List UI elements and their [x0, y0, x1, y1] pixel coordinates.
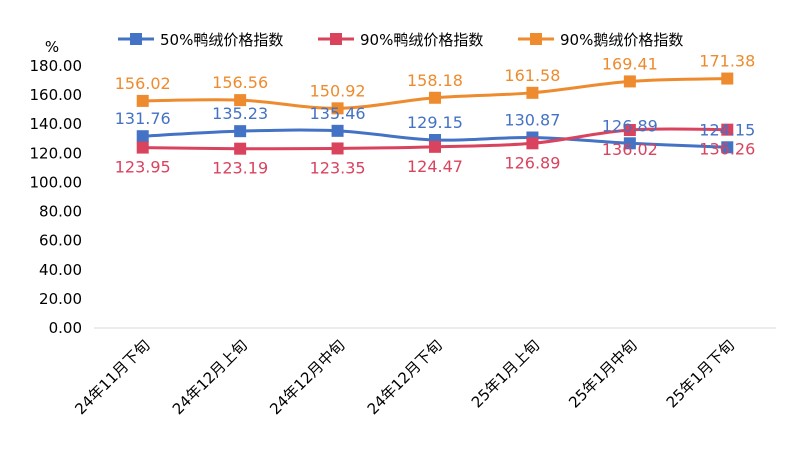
data-point-marker [526, 86, 539, 99]
y-tick-label: 160.00 [30, 86, 83, 104]
data-label: 171.38 [699, 52, 755, 71]
data-point-marker [429, 140, 441, 153]
data-point-marker [331, 124, 344, 137]
y-tick-label: 120.00 [30, 144, 83, 162]
data-label: 123.19 [212, 159, 268, 178]
x-tick-label: 25年1月下旬 [663, 336, 738, 411]
data-label: 158.18 [407, 71, 463, 90]
y-tick-label: 20.00 [39, 290, 82, 308]
legend-marker-0 [130, 33, 142, 45]
data-label: 161.58 [504, 66, 560, 85]
data-label: 156.02 [115, 74, 171, 93]
data-point-marker [721, 123, 734, 136]
data-label: 169.41 [602, 54, 658, 73]
data-label: 126.89 [504, 153, 560, 172]
y-tick-label: 60.00 [39, 232, 82, 250]
data-label: 156.56 [212, 73, 268, 92]
data-point-marker [234, 94, 247, 107]
data-label: 150.92 [310, 81, 366, 100]
data-point-marker [331, 102, 344, 115]
plot-area [136, 72, 734, 155]
y-axis-unit-label: % [45, 38, 59, 56]
data-label: 124.15 [699, 120, 755, 139]
data-point-marker [721, 72, 734, 85]
y-tick-label: 180.00 [30, 57, 83, 75]
data-label: 126.89 [602, 116, 658, 135]
data-point-marker [234, 142, 247, 155]
data-label: 135.46 [310, 104, 366, 123]
x-tick-label: 24年12月下旬 [364, 336, 446, 418]
data-point-marker [623, 124, 636, 137]
data-label: 123.95 [115, 158, 171, 177]
data-point-marker [623, 137, 636, 150]
x-tick-label: 25年1月中旬 [565, 336, 640, 411]
y-tick-label: 140.00 [30, 115, 83, 133]
data-point-marker [429, 91, 441, 104]
data-label: 129.15 [407, 113, 463, 132]
data-label: 124.47 [407, 157, 463, 176]
data-label: 130.87 [504, 111, 560, 130]
data-label: 135.23 [212, 104, 268, 123]
data-point-marker [136, 94, 149, 107]
data-labels: 131.76 135.23 135.46 129.15 130.87 126.89 124.… [115, 52, 756, 178]
y-tick-label: 0.00 [49, 319, 82, 337]
legend: 50%鸭绒价格指数 90%鸭绒价格指数 90%鹅绒价格指数 [118, 31, 683, 49]
data-point-marker [331, 142, 344, 155]
data-point-marker [721, 141, 734, 154]
data-label: 123.35 [310, 158, 366, 177]
data-point-marker [526, 137, 539, 150]
data-label: 136.02 [602, 140, 658, 159]
data-point-marker [136, 141, 149, 154]
legend-label-0: 50%鸭绒价格指数 [160, 31, 283, 49]
x-tick-label: 24年12月中旬 [266, 336, 348, 418]
legend-label-2: 90%鹅绒价格指数 [560, 31, 683, 49]
data-point-marker [234, 125, 247, 138]
legend-marker-1 [330, 33, 342, 45]
data-point-marker [136, 130, 149, 143]
data-point-marker [623, 75, 636, 88]
y-tick-label: 80.00 [39, 203, 82, 221]
legend-marker-2 [530, 33, 542, 45]
data-label: 136.26 [699, 140, 755, 159]
legend-label-1: 90%鸭绒价格指数 [360, 31, 483, 49]
x-tick-label: 24年12月上旬 [169, 336, 251, 418]
y-tick-label: 40.00 [39, 261, 82, 279]
y-tick-label: 100.00 [30, 173, 83, 191]
x-tick-label: 25年1月上旬 [468, 336, 543, 411]
x-tick-label: 24年11月下旬 [71, 336, 153, 418]
data-label: 131.76 [115, 109, 171, 128]
